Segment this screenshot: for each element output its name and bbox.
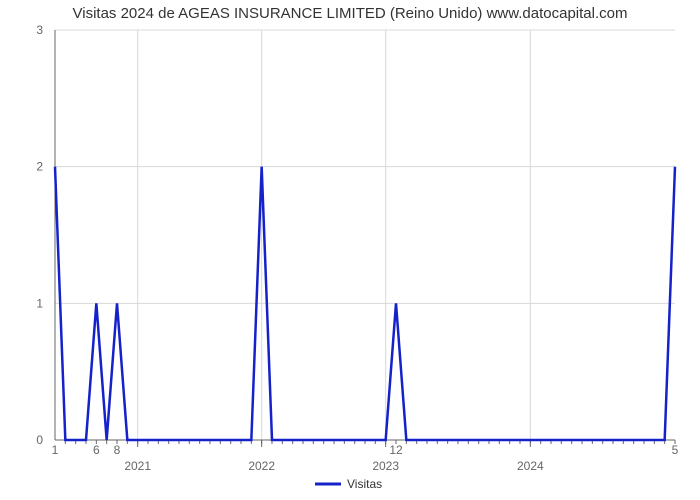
x-value-label: 1 <box>52 443 59 457</box>
y-tick-label: 0 <box>36 433 43 447</box>
chart-container: { "chart": { "type": "line", "title": "V… <box>0 0 700 500</box>
x-value-label: 8 <box>114 443 121 457</box>
x-major-label: 2024 <box>517 459 544 473</box>
legend-label: Visitas <box>347 477 382 491</box>
x-major-label: 2023 <box>372 459 399 473</box>
x-value-label: 12 <box>389 443 403 457</box>
y-tick-label: 3 <box>36 23 43 37</box>
x-value-label: 6 <box>93 443 100 457</box>
y-tick-label: 2 <box>36 160 43 174</box>
x-major-label: 2021 <box>124 459 151 473</box>
chart-title: Visitas 2024 de AGEAS INSURANCE LIMITED … <box>73 5 628 22</box>
line-chart: Visitas 2024 de AGEAS INSURANCE LIMITED … <box>0 0 700 500</box>
x-value-label: 5 <box>672 443 679 457</box>
x-major-label: 2022 <box>248 459 275 473</box>
y-tick-label: 1 <box>36 296 43 310</box>
